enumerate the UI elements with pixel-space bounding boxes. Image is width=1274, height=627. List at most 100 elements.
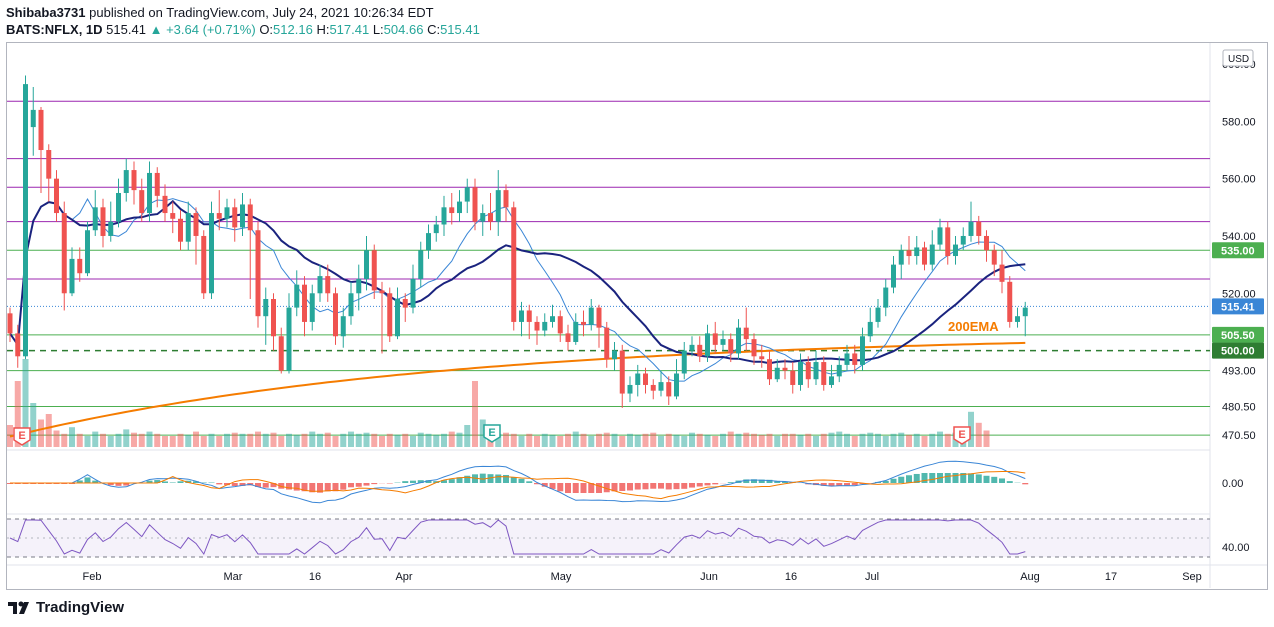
macd-histogram-bar [526,481,533,483]
candle-body [364,250,369,279]
macd-histogram-bar [363,483,370,486]
macd-histogram-bar [696,483,703,487]
low-label: L: [372,22,384,37]
candle-body [178,218,183,242]
volume-bar [286,433,292,447]
candle-body [263,299,269,317]
volume-bar [937,431,943,447]
candle-body [379,290,385,294]
candle-body [402,299,408,308]
volume-bar [572,431,579,447]
volume-bar [851,436,858,447]
candle-body [627,384,633,394]
candle-body [271,299,276,337]
brand-name: TradingView [36,599,125,616]
price-label: 505.50 [1221,330,1255,342]
candle-body [782,367,788,371]
candle-body [906,250,912,257]
volume-bar [278,436,285,447]
candle-body [697,344,703,357]
candle-body [991,250,997,265]
volume-bar [262,433,269,447]
candle-body [1007,281,1013,322]
y-tick-label: 470.50 [1222,430,1256,442]
volume-bar [789,433,796,447]
macd-histogram-bar [115,483,122,486]
volume-bar [867,432,874,447]
macd-histogram-bar [154,480,161,483]
y-tick-label: 580.00 [1222,116,1256,128]
volume-bar [813,436,819,447]
volume-bar [177,433,184,447]
candle-body [193,213,199,236]
macd-histogram-bar [960,473,967,483]
candle-body [937,227,943,245]
macd-histogram-bar [231,483,238,486]
volume-bar [518,436,525,447]
author-name[interactable]: Shibaba3731 [6,5,86,20]
candle-body [387,293,393,337]
volume-bar [324,432,331,447]
volume-bar [859,433,866,447]
macd-histogram-bar [906,475,912,483]
volume-bar [596,433,602,447]
volume-bar [224,433,230,447]
candle-body [953,244,958,257]
volume-bar [69,427,75,447]
macd-histogram-bar [565,483,571,493]
candle-body [658,382,664,391]
volume-bar [541,433,548,447]
volume-bar [588,436,595,447]
candle-body [302,284,307,322]
sma-fast-line [9,197,1026,382]
candle-body [898,250,904,265]
candle-body [426,233,431,251]
macd-histogram-bar [650,483,657,489]
candle-body [798,362,803,385]
high-label: H: [316,22,330,37]
tradingview-logo-icon [8,601,29,614]
volume-bar [22,359,29,447]
volume-bar [363,432,370,447]
macd-histogram-bar [673,483,680,490]
candle-body [588,307,594,325]
macd-histogram-bar [464,475,471,483]
macd-histogram-bar [975,474,982,483]
volume-bar [340,433,347,447]
publish-info: Shibaba3731 published on TradingView.com… [6,5,434,20]
candle-body [712,333,718,345]
macd-histogram-bar [999,478,1005,483]
volume-bar [84,436,91,447]
macd-histogram-bar [255,483,261,487]
candle-body [635,373,641,385]
macd-histogram-bar [882,480,889,483]
macd-histogram-bar [983,475,990,483]
candle-body [534,321,540,331]
macd-histogram-bar [634,483,641,490]
macd-histogram-bar [619,483,626,491]
candle-body [139,190,145,214]
macd-histogram-bar [472,474,478,483]
candle-body [736,327,741,354]
x-tick-label: Sep [1182,571,1202,583]
candle-body [340,316,346,337]
tradingview-logo[interactable]: TradingView [8,599,124,616]
volume-bar [239,433,246,447]
y-tick-label: 480.50 [1222,401,1256,413]
macd-histogram-bar [169,482,176,483]
volume-bar [727,431,734,447]
macd-histogram-bar [929,473,936,483]
candle-body [162,195,168,214]
volume-bar [906,434,912,447]
candle-body [433,224,439,234]
volume-bar [309,431,316,447]
x-tick-label: Jul [865,571,879,583]
candle-body [860,336,865,365]
rsi-tick-label: 40.00 [1222,542,1250,554]
volume-bar [681,436,688,447]
symbol-info: BATS:NFLX, 1D 515.41 ▲ +3.64 (+0.71%) O:… [6,22,480,37]
candle-body [945,227,951,257]
x-tick-label: Apr [395,571,412,583]
volume-bar [968,411,974,447]
